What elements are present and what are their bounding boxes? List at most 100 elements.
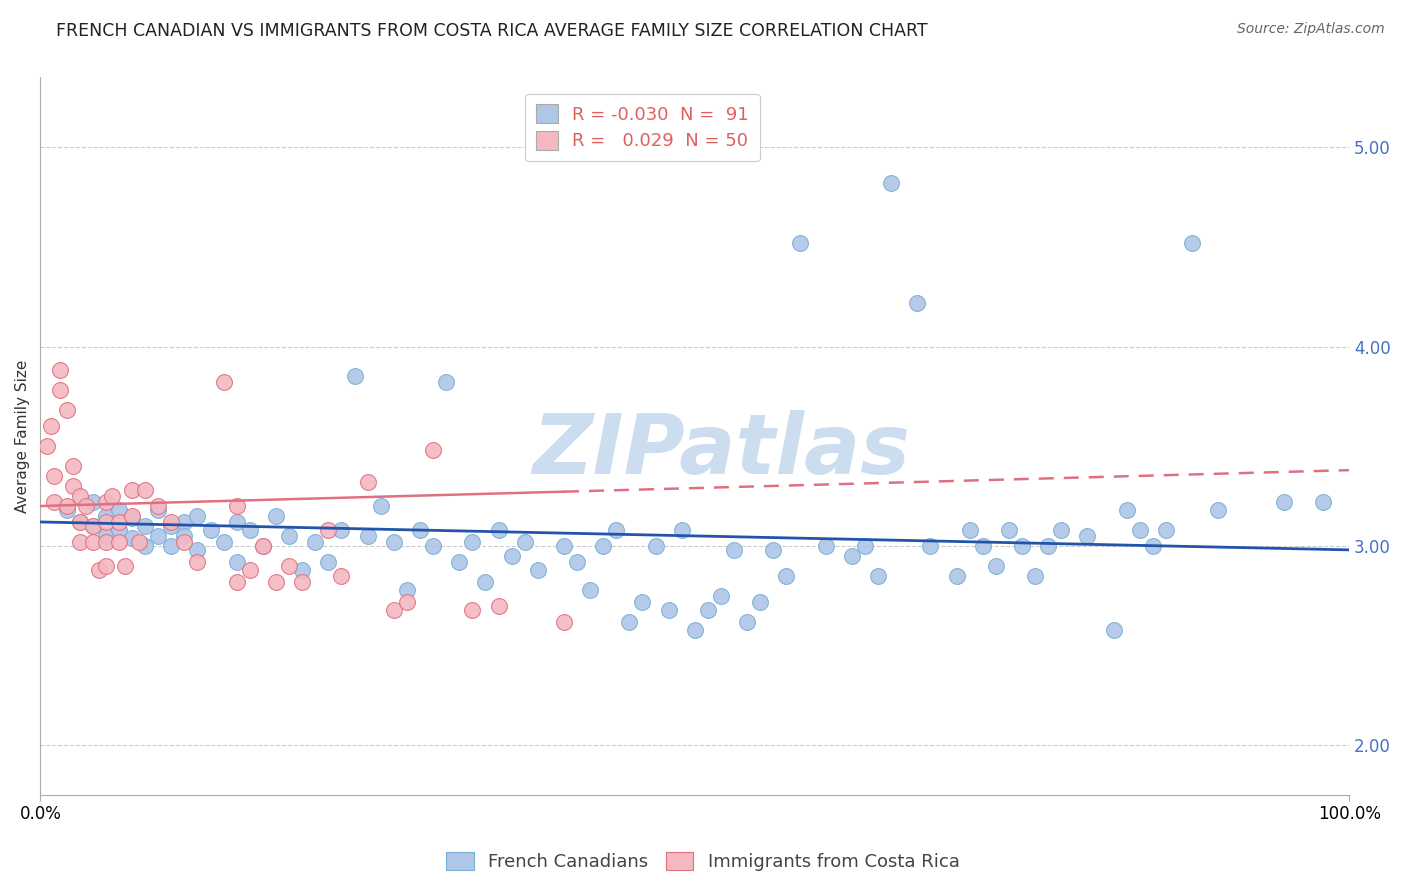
Point xyxy=(82,519,104,533)
Point xyxy=(128,535,150,549)
Point xyxy=(121,511,143,525)
Legend: R = -0.030  N =  91, R =   0.029  N = 50: R = -0.030 N = 91, R = 0.029 N = 50 xyxy=(526,94,759,161)
Point xyxy=(513,535,536,549)
Point xyxy=(841,549,863,563)
Point xyxy=(868,569,890,583)
Point xyxy=(121,508,143,523)
Point xyxy=(880,176,903,190)
Point xyxy=(853,539,876,553)
Point xyxy=(82,495,104,509)
Point xyxy=(225,499,247,513)
Point xyxy=(959,523,981,537)
Point xyxy=(94,529,117,543)
Point xyxy=(762,542,785,557)
Point xyxy=(134,539,156,553)
Point xyxy=(461,535,484,549)
Point xyxy=(108,515,131,529)
Point xyxy=(1024,569,1046,583)
Point xyxy=(148,499,170,513)
Point xyxy=(422,539,444,553)
Point xyxy=(710,589,733,603)
Point xyxy=(905,295,928,310)
Point xyxy=(605,523,627,537)
Point xyxy=(278,558,301,573)
Point xyxy=(395,582,418,597)
Point xyxy=(121,531,143,545)
Point xyxy=(42,495,65,509)
Point xyxy=(1050,523,1073,537)
Point xyxy=(488,523,510,537)
Point xyxy=(69,515,91,529)
Point xyxy=(278,529,301,543)
Point xyxy=(160,519,183,533)
Point xyxy=(409,523,432,537)
Point xyxy=(114,558,136,573)
Text: ZIPatlas: ZIPatlas xyxy=(531,410,910,491)
Point xyxy=(735,615,758,629)
Point xyxy=(592,539,614,553)
Point xyxy=(449,555,471,569)
Point xyxy=(82,535,104,549)
Point xyxy=(488,599,510,613)
Point xyxy=(264,508,287,523)
Point xyxy=(101,489,124,503)
Point xyxy=(697,602,720,616)
Point xyxy=(212,535,235,549)
Point xyxy=(356,475,378,489)
Point xyxy=(1115,503,1137,517)
Point xyxy=(225,574,247,589)
Point xyxy=(49,363,72,377)
Point xyxy=(749,595,772,609)
Point xyxy=(160,515,183,529)
Point xyxy=(173,515,195,529)
Point xyxy=(55,503,77,517)
Point xyxy=(69,489,91,503)
Point xyxy=(252,539,274,553)
Point xyxy=(82,519,104,533)
Point xyxy=(55,403,77,417)
Point xyxy=(565,555,588,569)
Point xyxy=(186,542,208,557)
Point xyxy=(39,419,62,434)
Point xyxy=(1208,503,1230,517)
Text: FRENCH CANADIAN VS IMMIGRANTS FROM COSTA RICA AVERAGE FAMILY SIZE CORRELATION CH: FRENCH CANADIAN VS IMMIGRANTS FROM COSTA… xyxy=(56,22,928,40)
Point xyxy=(225,555,247,569)
Point xyxy=(55,499,77,513)
Point xyxy=(461,602,484,616)
Point xyxy=(186,508,208,523)
Point xyxy=(173,529,195,543)
Point xyxy=(134,483,156,497)
Point xyxy=(382,535,405,549)
Point xyxy=(579,582,602,597)
Point xyxy=(160,539,183,553)
Point xyxy=(1312,495,1334,509)
Point xyxy=(49,384,72,398)
Point xyxy=(134,519,156,533)
Point xyxy=(69,515,91,529)
Point xyxy=(186,555,208,569)
Point xyxy=(291,563,314,577)
Point xyxy=(108,523,131,537)
Point xyxy=(69,535,91,549)
Point xyxy=(1102,623,1125,637)
Point xyxy=(553,539,575,553)
Point xyxy=(1129,523,1152,537)
Point xyxy=(382,602,405,616)
Point xyxy=(631,595,654,609)
Point xyxy=(723,542,745,557)
Point xyxy=(789,235,811,250)
Point xyxy=(108,503,131,517)
Point xyxy=(1272,495,1295,509)
Y-axis label: Average Family Size: Average Family Size xyxy=(15,359,30,513)
Point xyxy=(62,479,84,493)
Point xyxy=(343,369,366,384)
Point xyxy=(658,602,681,616)
Point xyxy=(94,495,117,509)
Point xyxy=(148,503,170,517)
Point xyxy=(422,443,444,458)
Point xyxy=(148,529,170,543)
Point xyxy=(1011,539,1033,553)
Point xyxy=(62,459,84,474)
Point xyxy=(434,376,457,390)
Point xyxy=(225,515,247,529)
